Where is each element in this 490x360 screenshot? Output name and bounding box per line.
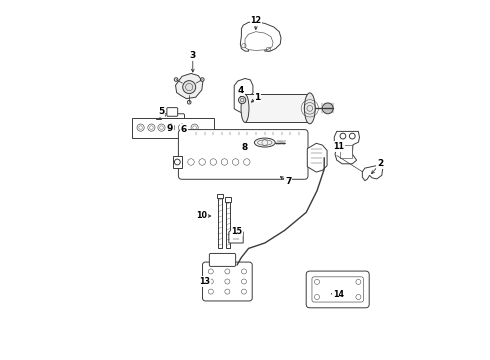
- Ellipse shape: [304, 93, 315, 124]
- Text: 12: 12: [250, 16, 261, 25]
- Text: 6: 6: [181, 125, 187, 134]
- Polygon shape: [175, 73, 203, 99]
- Text: 15: 15: [232, 227, 243, 236]
- FancyBboxPatch shape: [178, 130, 308, 179]
- Text: 4: 4: [238, 86, 244, 95]
- FancyBboxPatch shape: [160, 114, 185, 125]
- FancyBboxPatch shape: [306, 271, 369, 308]
- Circle shape: [183, 81, 196, 94]
- Text: 9: 9: [167, 124, 173, 133]
- Text: 13: 13: [199, 277, 210, 286]
- Ellipse shape: [241, 94, 249, 122]
- Bar: [245, 94, 310, 122]
- Polygon shape: [245, 32, 273, 50]
- Circle shape: [340, 133, 346, 139]
- Circle shape: [239, 96, 245, 104]
- Polygon shape: [234, 78, 253, 112]
- Polygon shape: [363, 166, 383, 181]
- Text: 7: 7: [285, 177, 292, 186]
- Polygon shape: [173, 156, 182, 168]
- Text: 11: 11: [333, 142, 344, 151]
- Bar: [225, 197, 231, 202]
- Polygon shape: [229, 228, 243, 243]
- Text: 1: 1: [254, 93, 261, 102]
- Text: 5: 5: [158, 107, 165, 116]
- Polygon shape: [307, 143, 327, 172]
- Ellipse shape: [254, 138, 275, 147]
- Circle shape: [200, 78, 204, 81]
- Circle shape: [174, 159, 180, 165]
- Text: 10: 10: [196, 211, 207, 220]
- Text: 8: 8: [242, 143, 248, 152]
- FancyBboxPatch shape: [167, 108, 178, 116]
- Circle shape: [174, 78, 178, 81]
- Circle shape: [187, 100, 191, 104]
- Text: 2: 2: [377, 159, 383, 168]
- Circle shape: [349, 133, 355, 139]
- Text: 14: 14: [333, 290, 344, 299]
- Polygon shape: [240, 22, 281, 51]
- Bar: [226, 199, 230, 248]
- Bar: [341, 145, 352, 158]
- Circle shape: [322, 103, 333, 114]
- Text: 3: 3: [190, 51, 196, 60]
- FancyBboxPatch shape: [312, 277, 364, 302]
- Bar: [132, 118, 215, 138]
- FancyBboxPatch shape: [209, 253, 236, 266]
- Bar: [217, 194, 222, 198]
- FancyBboxPatch shape: [202, 262, 252, 301]
- Polygon shape: [334, 131, 360, 164]
- Bar: [218, 195, 221, 248]
